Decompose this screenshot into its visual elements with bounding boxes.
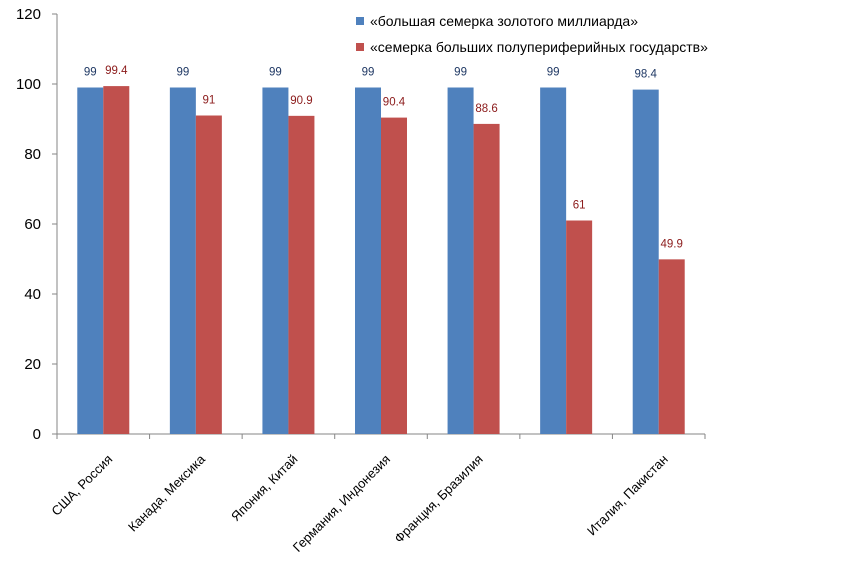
y-tick-label: 80 <box>24 146 41 163</box>
legend-swatch <box>356 17 364 25</box>
data-label: 61 <box>573 200 586 212</box>
x-axis <box>57 434 705 439</box>
category-label: Германия, Индонезия <box>290 452 393 555</box>
bar <box>566 221 592 435</box>
data-label: 99.4 <box>105 65 128 77</box>
category-label: Япония, Китай <box>228 452 300 524</box>
bar <box>633 90 659 434</box>
y-tick-label: 120 <box>16 6 41 23</box>
data-label: 99 <box>269 67 282 79</box>
data-label: 98.4 <box>635 69 658 81</box>
bar <box>448 88 474 435</box>
bar <box>170 88 196 435</box>
bar <box>355 88 381 435</box>
bar <box>474 124 500 434</box>
bar-chart: 0 20 40 60 80 100 120 99 99.4 99 91 99 90.9 99 90.4 99… <box>0 0 850 588</box>
data-label: 90.4 <box>383 97 406 109</box>
category-label: Канада, Мексика <box>125 451 208 534</box>
bar <box>196 116 222 435</box>
bar <box>540 88 566 435</box>
data-label: 99 <box>84 67 97 79</box>
legend-label: «семерка больших полупериферийных госуда… <box>370 39 708 55</box>
legend: «большая семерка золотого миллиарда» «сем… <box>356 13 708 55</box>
data-label: 90.9 <box>290 95 312 107</box>
y-axis: 0 20 40 60 80 100 120 <box>16 6 57 443</box>
data-label: 99 <box>176 67 189 79</box>
bar <box>262 88 288 435</box>
y-tick-label: 40 <box>24 286 41 303</box>
data-label: 99 <box>454 67 467 79</box>
y-tick-label: 20 <box>24 356 41 373</box>
bar <box>103 86 129 434</box>
bars <box>77 86 684 434</box>
y-tick-label: 100 <box>16 76 41 93</box>
bar <box>659 259 685 434</box>
category-label: Франция, Бразилия <box>391 452 485 546</box>
category-labels: США, Россия Канада, Мексика Япония, КитайГ… <box>48 451 670 555</box>
category-label: Италия, Пакистан <box>584 452 671 539</box>
data-label: 99 <box>547 67 560 79</box>
y-tick-label: 60 <box>24 216 41 233</box>
data-label: 49.9 <box>661 238 683 250</box>
data-label: 91 <box>202 95 215 107</box>
y-tick-label: 0 <box>33 426 41 443</box>
legend-label: «большая семерка золотого миллиарда» <box>370 13 638 29</box>
category-label: США, Россия <box>48 452 115 519</box>
bar <box>288 116 314 434</box>
legend-swatch <box>356 43 364 51</box>
data-label: 88.6 <box>475 103 497 115</box>
bar <box>77 88 103 435</box>
data-label: 99 <box>362 67 375 79</box>
bar <box>381 118 407 434</box>
